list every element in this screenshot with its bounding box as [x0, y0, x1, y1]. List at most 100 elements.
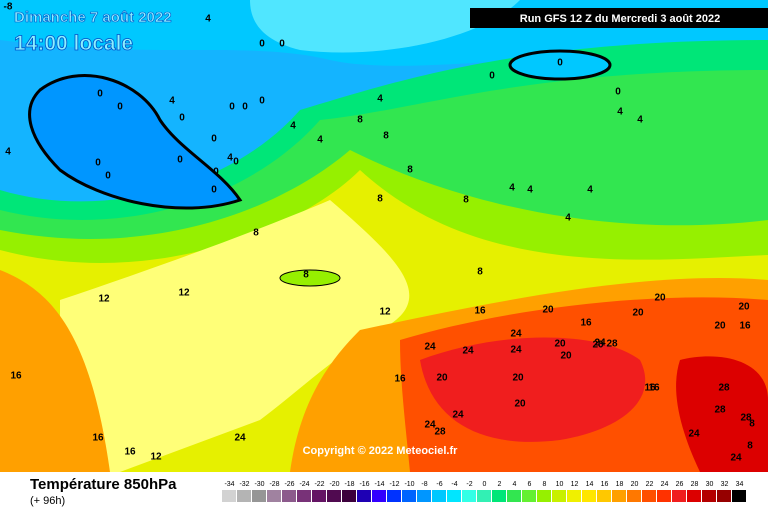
contour-label: 24 — [594, 338, 606, 349]
map-background — [0, 0, 768, 472]
date-label: Dimanche 7 août 2022 — [14, 9, 172, 26]
contour-label: 16 — [124, 447, 136, 458]
contour-label: -8 — [4, 2, 13, 13]
legend-swatch — [522, 490, 536, 502]
legend-swatch — [507, 490, 521, 502]
contour-label: 24 — [452, 410, 464, 421]
legend-swatch — [672, 490, 686, 502]
legend-swatch — [552, 490, 566, 502]
contour-label: 0 — [489, 71, 495, 82]
contour-label: 0 — [557, 58, 563, 69]
time-label: 14:00 locale — [14, 32, 133, 55]
contour-label: 8 — [749, 419, 755, 430]
legend-label: -6 — [436, 481, 442, 488]
legend-swatch — [447, 490, 461, 502]
legend-label: 32 — [721, 481, 729, 488]
contour-label: 4 — [509, 183, 515, 194]
legend-swatch — [642, 490, 656, 502]
legend-label: 30 — [706, 481, 714, 488]
contour-label: 8 — [377, 194, 383, 205]
legend-label: -30 — [254, 481, 264, 488]
contour-label: 24 — [462, 346, 474, 357]
contour-label: 16 — [10, 371, 22, 382]
contour-label: 8 — [357, 115, 363, 126]
legend-swatch — [492, 490, 506, 502]
contour-label: 4 — [637, 115, 643, 126]
contour-label: 8 — [407, 165, 413, 176]
legend-swatch — [237, 490, 251, 502]
contour-label: 12 — [98, 294, 110, 305]
contour-label: 4 — [5, 147, 11, 158]
footer-subtitle: (+ 96h) — [30, 495, 65, 507]
legend-swatch — [357, 490, 371, 502]
legend-label: 20 — [631, 481, 639, 488]
contour-label: 0 — [213, 167, 219, 178]
contour-label: 4 — [377, 94, 383, 105]
legend: -34 -32 -30 -28 -26 -24 -22 -20 -18 -16 -14 -12 -10-… — [222, 481, 746, 502]
contour-label: 8 — [463, 195, 469, 206]
contour-label: 8 — [383, 131, 389, 142]
legend-swatch — [717, 490, 731, 502]
legend-swatch — [462, 490, 476, 502]
legend-swatch — [312, 490, 326, 502]
legend-label: -20 — [329, 481, 339, 488]
legend-swatch — [387, 490, 401, 502]
legend-label: 22 — [646, 481, 654, 488]
legend-swatch — [582, 490, 596, 502]
contour-label: 8 — [303, 270, 309, 281]
legend-swatch — [417, 490, 431, 502]
contour-label: 0 — [177, 155, 183, 166]
legend-swatch — [597, 490, 611, 502]
legend-label: -8 — [421, 481, 427, 488]
legend-label: -24 — [299, 481, 309, 488]
legend-label: -26 — [284, 481, 294, 488]
contour-label: 0 — [259, 39, 265, 50]
legend-label: 0 — [483, 481, 487, 488]
legend-label: -10 — [404, 481, 414, 488]
contour-label: 4 — [317, 135, 323, 146]
legend-label: -34 — [224, 481, 234, 488]
contour-label: 28 — [718, 383, 730, 394]
legend-label: 8 — [543, 481, 547, 488]
legend-label: -4 — [451, 481, 457, 488]
contour-label: 16 — [644, 383, 656, 394]
legend-label: 6 — [528, 481, 532, 488]
contour-label: 8 — [253, 228, 259, 239]
legend-swatch — [297, 490, 311, 502]
contour-label: 0 — [615, 87, 621, 98]
contour-label: 0 — [117, 102, 123, 113]
contour-label: 0 — [105, 171, 111, 182]
legend-swatch — [402, 490, 416, 502]
contour-label: 24 — [510, 345, 522, 356]
legend-label: -2 — [466, 481, 472, 488]
contour-label: 20 — [554, 339, 566, 350]
legend-swatch — [252, 490, 266, 502]
legend-label: 28 — [691, 481, 699, 488]
contour-label: 24 — [424, 420, 436, 431]
contour-label: 0 — [179, 113, 185, 124]
legend-label: 2 — [498, 481, 502, 488]
legend-label: 34 — [736, 481, 744, 488]
legend-label: 14 — [586, 481, 594, 488]
contour-label: 20 — [560, 351, 572, 362]
legend-swatch — [732, 490, 746, 502]
contour-label: 20 — [512, 373, 524, 384]
contour-label: 20 — [542, 305, 554, 316]
legend-swatch — [657, 490, 671, 502]
contour-label: 28 — [740, 413, 752, 424]
contour-label: 28 — [606, 339, 618, 350]
contour-label: 20 — [632, 308, 644, 319]
legend-label: 16 — [601, 481, 609, 488]
contour-label: 16 — [580, 318, 592, 329]
legend-label: 26 — [676, 481, 684, 488]
legend-swatch — [612, 490, 626, 502]
legend-swatch — [222, 490, 236, 502]
legend-swatch — [432, 490, 446, 502]
legend-label: 24 — [661, 481, 669, 488]
contour-label: 0 — [279, 39, 285, 50]
legend-label: -12 — [389, 481, 399, 488]
contour-label: 24 — [234, 433, 246, 444]
run-label: Run GFS 12 Z du Mercredi 3 août 2022 — [520, 13, 721, 25]
